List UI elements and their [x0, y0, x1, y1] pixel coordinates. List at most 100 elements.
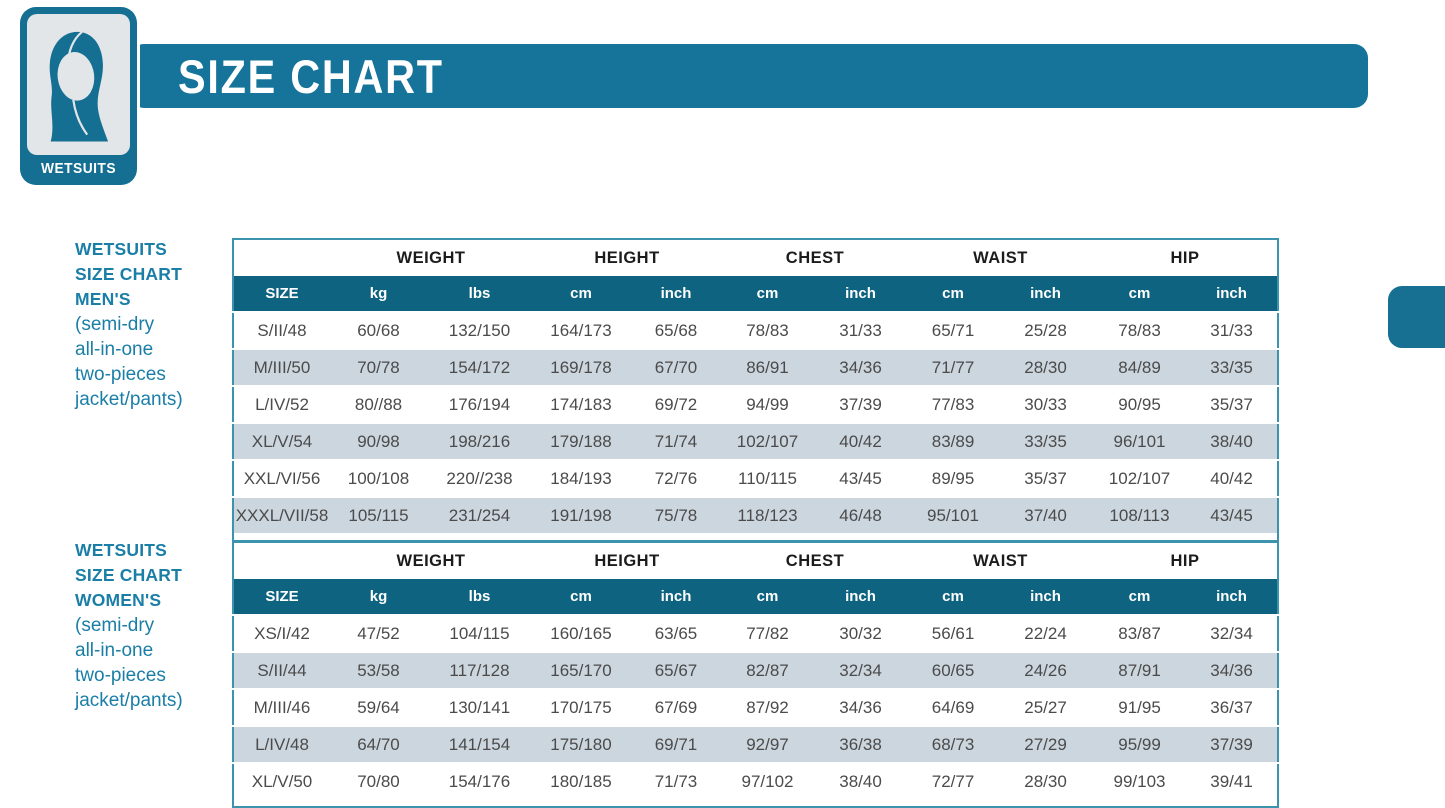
group-header-cell: WAIST	[908, 239, 1094, 276]
value-cell: 34/36	[813, 348, 909, 386]
value-cell: 65/71	[908, 311, 999, 349]
value-cell: 71/77	[908, 348, 999, 386]
unit-header-cell: cm	[722, 579, 813, 615]
section-label-light: (semi-dry all-in-one two-pieces jacket/pant…	[75, 613, 235, 713]
wetsuits-badge: WETSUITS	[20, 7, 137, 185]
value-cell: 33/35	[998, 422, 1094, 460]
unit-header-cell: cm	[532, 579, 630, 615]
unit-header-cell: cm	[908, 276, 999, 312]
size-cell: XL/V/54	[233, 422, 330, 460]
size-row: XL/V/50 70/80 154/176 180/185 71/73 97/102 38/…	[233, 762, 1279, 800]
value-cell: 165/170	[532, 651, 630, 689]
section-label-line: jacket/pants)	[75, 389, 183, 410]
unit-header-cell: lbs	[427, 579, 532, 615]
value-cell: 33/35	[1186, 348, 1279, 386]
unit-header-cell: cm	[532, 276, 630, 312]
size-row: L/IV/48 64/70 141/154 175/180 69/71 92/97 36/3…	[233, 725, 1279, 763]
unit-header-cell: cm	[1093, 276, 1187, 312]
value-cell: 78/83	[1093, 311, 1187, 349]
section-label-line: two-pieces	[75, 364, 166, 385]
value-cell: 24/26	[998, 651, 1094, 689]
wetsuits-badge-label: WETSUITS	[41, 160, 116, 177]
value-cell: 174/183	[532, 385, 630, 423]
value-cell: 31/33	[813, 311, 909, 349]
value-cell: 117/128	[427, 651, 532, 689]
value-cell: 31/33	[1186, 311, 1279, 349]
page-edge-tab	[1388, 286, 1445, 348]
value-cell: 170/175	[532, 688, 630, 726]
value-cell: 30/32	[813, 614, 909, 652]
value-cell: 97/102	[722, 762, 813, 800]
wetsuit-hood-icon	[49, 31, 109, 142]
section-label-bold: WETSUITS SIZE CHART WOMEN'S	[75, 538, 235, 613]
womens-size-table-wrap: WEIGHT HEIGHT CHEST WAIST HIP SIZE kg lbs cm inch…	[232, 541, 1280, 808]
value-cell: 32/34	[813, 651, 909, 689]
unit-header-cell: SIZE	[233, 579, 330, 615]
value-cell: 30/33	[998, 385, 1094, 423]
unit-header-cell: kg	[330, 276, 427, 312]
value-cell: 141/154	[427, 725, 532, 763]
value-cell: 154/176	[427, 762, 532, 800]
value-cell: 71/74	[630, 422, 722, 460]
value-cell: 100/108	[330, 459, 427, 497]
value-cell: 65/68	[630, 311, 722, 349]
size-row: M/III/50 70/78 154/172 169/178 67/70 86/91 34/…	[233, 348, 1279, 386]
value-cell: 64/70	[330, 725, 427, 763]
table-head: WEIGHT HEIGHT CHEST WAIST HIP SIZE kg lbs cm inch…	[233, 239, 1279, 312]
value-cell: 59/64	[330, 688, 427, 726]
value-cell: 176/194	[427, 385, 532, 423]
value-cell: 36/38	[813, 725, 909, 763]
value-cell: 104/115	[427, 614, 532, 652]
value-cell: 175/180	[532, 725, 630, 763]
unit-header-cell: inch	[1186, 579, 1279, 615]
size-cell: S/II/48	[233, 311, 330, 349]
value-cell: 47/52	[330, 614, 427, 652]
section-label-line: all-in-one	[75, 640, 154, 661]
section-label-bold: WETSUITS SIZE CHART MEN'S	[75, 237, 235, 312]
size-col-spacer	[233, 542, 330, 579]
value-cell: 69/72	[630, 385, 722, 423]
value-cell: 164/173	[532, 311, 630, 349]
value-cell: 80//88	[330, 385, 427, 423]
value-cell: 38/40	[813, 762, 909, 800]
value-cell: 83/89	[908, 422, 999, 460]
mens-size-table: WEIGHT HEIGHT CHEST WAIST HIP SIZE kg lbs cm inch…	[232, 238, 1280, 542]
value-cell: 110/115	[722, 459, 813, 497]
value-cell: 83/87	[1093, 614, 1187, 652]
unit-header-cell: inch	[813, 276, 909, 312]
group-header-cell: HEIGHT	[532, 239, 722, 276]
value-cell: 86/91	[722, 348, 813, 386]
section-label-line: WETSUITS	[75, 239, 168, 259]
section-label-line: (semi-dry	[75, 615, 155, 636]
size-row: XS/I/42 47/52 104/115 160/165 63/65 77/82 30/3…	[233, 614, 1279, 652]
value-cell: 160/165	[532, 614, 630, 652]
value-cell: 96/101	[1093, 422, 1187, 460]
size-chart-banner: SIZE CHART	[130, 44, 1368, 108]
unit-header-cell: inch	[630, 276, 722, 312]
value-cell: 37/40	[998, 496, 1094, 534]
value-cell: 69/71	[630, 725, 722, 763]
size-cell: XXL/VI/56	[233, 459, 330, 497]
value-cell: 60/68	[330, 311, 427, 349]
section-label-line: WOMEN'S	[75, 590, 162, 610]
value-cell: 82/87	[722, 651, 813, 689]
section-label-line: SIZE CHART	[75, 264, 182, 284]
group-header-cell: HIP	[1093, 239, 1279, 276]
value-cell: 35/37	[1186, 385, 1279, 423]
value-cell: 94/99	[722, 385, 813, 423]
value-cell: 27/29	[998, 725, 1094, 763]
unit-header-cell: cm	[908, 579, 999, 615]
value-cell: 65/67	[630, 651, 722, 689]
size-cell: S/II/44	[233, 651, 330, 689]
unit-header-cell: lbs	[427, 276, 532, 312]
section-label-light: (semi-dry all-in-one two-pieces jacket/pant…	[75, 312, 235, 412]
size-row: XXL/VI/56 100/108 220//238 184/193 72/76 110/…	[233, 459, 1279, 497]
womens-section-label: WETSUITS SIZE CHART WOMEN'S (semi-dry all-i…	[75, 538, 235, 713]
value-cell: 72/77	[908, 762, 999, 800]
size-cell: L/IV/52	[233, 385, 330, 423]
value-cell: 37/39	[813, 385, 909, 423]
size-row: L/IV/52 80//88 176/194 174/183 69/72 94/99 37/…	[233, 385, 1279, 423]
value-cell: 37/39	[1186, 725, 1279, 763]
value-cell: 43/45	[813, 459, 909, 497]
value-cell: 28/30	[998, 762, 1094, 800]
